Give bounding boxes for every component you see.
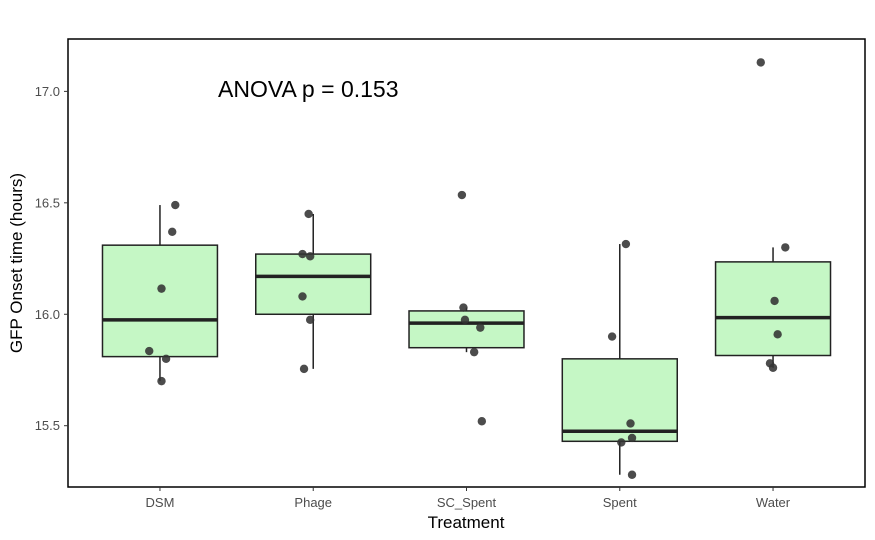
box-iqr: [561, 358, 678, 443]
y-tick-label: 17.0: [35, 84, 60, 99]
data-point: [168, 227, 177, 236]
points-sc-spent: [457, 190, 487, 426]
data-point: [161, 354, 171, 364]
box-iqr: [101, 244, 219, 358]
data-point: [768, 363, 778, 372]
x-tick-label-spent: Spent: [603, 495, 637, 510]
y-axis: 15.5 16.0 16.5 17.0: [35, 84, 68, 433]
box-group-phage: [255, 213, 372, 369]
points-spent: [607, 239, 637, 479]
data-point: [607, 332, 617, 341]
data-point: [773, 330, 782, 339]
data-point: [469, 347, 479, 357]
data-point: [617, 438, 626, 447]
x-tick-label-dsm: DSM: [146, 495, 175, 510]
y-tick-label: 16.0: [35, 307, 60, 322]
points-water: [756, 58, 790, 372]
box-iqr: [255, 253, 372, 316]
box-iqr: [714, 261, 832, 357]
y-axis-title: GFP Onset time (hours): [7, 173, 26, 353]
box-group-water: [714, 247, 832, 368]
x-axis-title: Treatment: [428, 513, 505, 532]
points-dsm: [145, 200, 180, 386]
x-axis: DSM Phage SC_Spent Spent Water: [146, 487, 791, 510]
data-point: [627, 433, 637, 443]
data-point: [756, 58, 765, 67]
data-point: [476, 323, 485, 332]
box-group-sc-spent: [408, 307, 525, 353]
points-phage: [298, 209, 315, 374]
data-point: [460, 315, 470, 325]
data-point: [621, 239, 631, 249]
data-point: [299, 364, 309, 374]
plot-layer: [101, 58, 832, 479]
data-point: [627, 470, 637, 479]
data-point: [304, 209, 313, 219]
data-point: [145, 346, 154, 356]
data-point: [157, 376, 166, 386]
box-group-dsm: [101, 205, 219, 382]
data-point: [298, 249, 307, 259]
data-point: [457, 190, 467, 200]
data-point: [171, 200, 180, 210]
data-point: [305, 252, 315, 261]
anova-annotation: ANOVA p = 0.153: [218, 76, 399, 102]
y-tick-label: 15.5: [35, 418, 60, 433]
data-point: [459, 303, 468, 312]
data-point: [770, 296, 779, 306]
data-point: [157, 284, 166, 293]
box-group-spent: [561, 244, 678, 475]
y-tick-label: 16.5: [35, 195, 60, 210]
data-point: [781, 243, 790, 252]
x-tick-label-phage: Phage: [294, 495, 332, 510]
data-point: [305, 315, 315, 325]
x-tick-label-water: Water: [756, 495, 791, 510]
data-point: [298, 292, 307, 301]
data-point: [477, 417, 487, 426]
data-point: [626, 419, 635, 428]
x-tick-label-sc-spent: SC_Spent: [437, 495, 497, 510]
